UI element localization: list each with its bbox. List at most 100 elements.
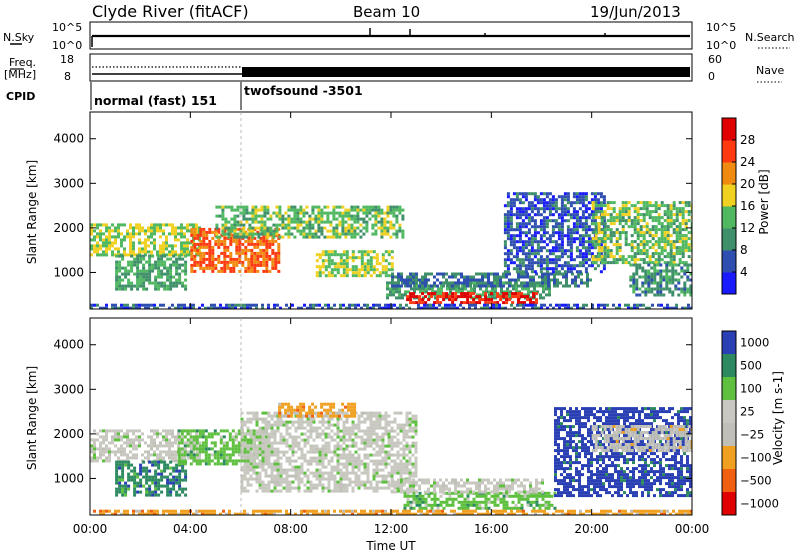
heatmap-cell bbox=[541, 272, 544, 276]
heatmap-cell bbox=[638, 287, 642, 291]
heatmap-cell bbox=[551, 225, 555, 229]
heatmap-cell bbox=[114, 432, 117, 436]
heatmap-cell bbox=[529, 281, 532, 285]
heatmap-cell bbox=[380, 226, 384, 230]
heatmap-cell bbox=[202, 251, 206, 255]
heatmap-cell bbox=[177, 459, 181, 463]
heatmap-cell bbox=[466, 281, 469, 285]
heatmap-cell bbox=[596, 264, 600, 268]
heatmap-cell bbox=[330, 468, 334, 472]
heatmap-cell bbox=[300, 468, 304, 472]
heatmap-cell bbox=[267, 426, 271, 430]
heatmap-cell bbox=[600, 231, 604, 235]
heatmap-cell bbox=[183, 450, 187, 454]
heatmap-cell bbox=[615, 249, 619, 253]
heatmap-cell bbox=[674, 263, 678, 267]
heatmap-cell bbox=[186, 250, 189, 254]
colorbar-tick-label: 12 bbox=[740, 221, 755, 235]
heatmap-cell bbox=[208, 260, 212, 264]
heatmap-cell bbox=[350, 214, 354, 218]
heatmap-cell bbox=[159, 235, 162, 239]
heatmap-cell bbox=[174, 450, 177, 454]
heatmap-cell bbox=[645, 240, 649, 244]
heatmap-cell bbox=[473, 284, 476, 288]
heatmap-cell bbox=[270, 447, 274, 451]
heatmap-cell bbox=[490, 272, 493, 276]
heatmap-cell bbox=[300, 453, 304, 457]
heatmap-cell bbox=[327, 435, 331, 439]
heatmap-cell bbox=[324, 250, 328, 254]
heatmap-cell bbox=[458, 287, 461, 291]
heatmap-cell bbox=[578, 207, 582, 211]
heatmap-cell bbox=[234, 447, 238, 451]
heatmap-cell bbox=[205, 257, 209, 261]
heatmap-cell bbox=[265, 251, 269, 255]
heatmap-cell bbox=[291, 450, 295, 454]
heatmap-cell bbox=[180, 456, 183, 460]
heatmap-cell bbox=[437, 293, 440, 297]
heatmap-cell bbox=[575, 219, 579, 223]
heatmap-cell bbox=[426, 303, 429, 307]
heatmap-cell bbox=[549, 303, 552, 307]
heatmap-cell bbox=[565, 272, 568, 276]
heatmap-cell bbox=[327, 417, 331, 421]
heatmap-cell bbox=[536, 243, 540, 247]
heatmap-cell bbox=[121, 490, 125, 494]
heatmap-cell bbox=[252, 459, 256, 463]
heatmap-cell bbox=[151, 490, 155, 494]
heatmap-cell bbox=[136, 484, 140, 488]
heatmap-cell bbox=[560, 231, 564, 235]
heatmap-cell bbox=[630, 225, 634, 229]
heatmap-cell bbox=[330, 250, 334, 254]
heatmap-cell bbox=[168, 456, 171, 460]
heatmap-cell bbox=[168, 306, 171, 309]
heatmap-cell bbox=[573, 303, 576, 307]
heatmap-cell bbox=[515, 225, 519, 229]
heatmap-cell bbox=[386, 287, 389, 291]
heatmap-cell bbox=[381, 265, 385, 269]
heatmap-cell bbox=[208, 254, 212, 258]
heatmap-cell bbox=[255, 453, 259, 457]
heatmap-cell bbox=[102, 441, 105, 445]
heatmap-cell bbox=[166, 278, 170, 282]
heatmap-cell bbox=[240, 447, 244, 451]
heatmap-cell bbox=[566, 225, 570, 229]
heatmap-cell bbox=[666, 306, 669, 309]
heatmap-cell bbox=[503, 204, 507, 208]
heatmap-cell bbox=[235, 263, 239, 267]
heatmap-cell bbox=[159, 250, 162, 254]
heatmap-cell bbox=[136, 266, 140, 270]
heatmap-cell bbox=[454, 292, 458, 296]
heatmap-cell bbox=[339, 483, 343, 487]
heatmap-cell bbox=[481, 275, 484, 279]
heatmap-cell bbox=[344, 211, 348, 215]
heatmap-cell bbox=[318, 450, 322, 454]
heatmap-cell bbox=[526, 272, 529, 276]
heatmap-cell bbox=[454, 281, 457, 285]
heatmap-cell bbox=[243, 450, 247, 454]
heatmap-cell bbox=[171, 232, 174, 236]
heatmap-cell bbox=[138, 435, 141, 439]
heatmap-cell bbox=[111, 253, 114, 257]
heatmap-cell bbox=[285, 429, 289, 433]
heatmap-cell bbox=[219, 462, 223, 466]
heatmap-cell bbox=[141, 241, 144, 245]
heatmap-cell bbox=[599, 201, 603, 205]
heatmap-cell bbox=[271, 266, 275, 270]
heatmap-cell bbox=[524, 231, 528, 235]
heatmap-cell bbox=[124, 269, 128, 273]
heatmap-cell bbox=[99, 447, 102, 451]
heatmap-cell bbox=[261, 417, 265, 421]
heatmap-cell bbox=[687, 213, 691, 217]
heatmap-cell bbox=[566, 210, 570, 214]
heatmap-cell bbox=[545, 225, 549, 229]
heatmap-cell bbox=[271, 260, 275, 264]
heatmap-cell bbox=[554, 222, 558, 226]
heatmap-cell bbox=[663, 204, 667, 208]
heatmap-cell bbox=[360, 259, 364, 263]
heatmap-cell bbox=[627, 225, 631, 229]
heatmap-cell bbox=[153, 232, 156, 236]
heatmap-cell bbox=[162, 450, 165, 454]
heatmap-cell bbox=[315, 414, 319, 418]
